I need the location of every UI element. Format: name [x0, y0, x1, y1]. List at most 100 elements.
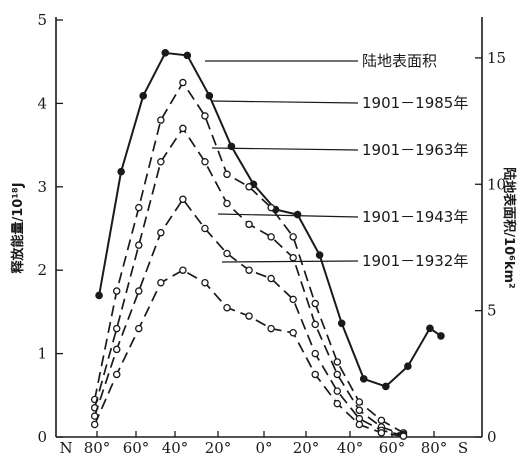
- data-point: [289, 295, 297, 304]
- data-point: [311, 370, 319, 379]
- data-point: [179, 195, 187, 204]
- x-tick-label: 60°: [379, 439, 406, 457]
- left-tick-label: 5: [37, 11, 47, 29]
- data-point: [157, 278, 165, 287]
- data-point: [311, 299, 319, 308]
- data-point: [267, 274, 275, 283]
- left-tick-label: 2: [37, 261, 47, 279]
- data-point: [179, 124, 187, 133]
- data-point: [112, 324, 121, 333]
- data-point: [161, 49, 170, 57]
- data-point: [333, 370, 342, 379]
- data-point: [112, 287, 121, 295]
- data-point: [293, 210, 302, 219]
- data-point: [135, 203, 143, 212]
- data-point: [201, 278, 209, 287]
- data-point: [223, 170, 231, 179]
- data-point: [245, 312, 253, 320]
- data-point: [183, 51, 192, 60]
- series-layer: [90, 49, 445, 440]
- x-tick-label: 60°: [123, 439, 150, 457]
- right-tick-label: 10: [487, 175, 506, 193]
- data-point: [135, 241, 143, 249]
- right-tick-label: 0: [487, 428, 497, 446]
- data-point: [437, 332, 445, 340]
- series-leader-line: [217, 213, 359, 218]
- data-point: [333, 387, 342, 395]
- data-point: [333, 358, 342, 366]
- series-line: [93, 80, 404, 434]
- data-point: [139, 92, 147, 100]
- data-point: [245, 183, 253, 191]
- data-point: [117, 167, 125, 176]
- x-tick-label: 80°: [84, 439, 111, 457]
- x-tick-label: 20°: [293, 439, 320, 457]
- left-tick-label: 4: [37, 94, 47, 112]
- left-tick-label: 0: [37, 428, 47, 446]
- x-tick-label: 40°: [337, 439, 364, 457]
- data-point: [267, 203, 275, 212]
- data-point: [245, 220, 253, 229]
- data-point: [382, 382, 390, 391]
- left-tick-label: 1: [37, 345, 47, 363]
- data-point: [201, 112, 209, 120]
- data-point: [90, 420, 99, 429]
- data-point: [355, 398, 364, 406]
- series-label: 1901－1985年: [362, 94, 468, 112]
- data-point: [289, 233, 297, 241]
- series-label: 1901－1943年: [362, 208, 468, 226]
- x-tick-label: 20°: [205, 439, 232, 457]
- data-point: [95, 291, 103, 300]
- axes: [55, 17, 483, 438]
- right-tick-label: 15: [487, 49, 506, 67]
- series-label: 1901－1963年: [362, 141, 468, 159]
- data-point: [333, 399, 342, 408]
- data-point: [179, 78, 187, 87]
- series-leader-line: [221, 260, 359, 263]
- series-label: 1901－1932年: [362, 252, 468, 270]
- data-point: [135, 287, 143, 295]
- series-line: [93, 126, 404, 436]
- right-axis-ticks: 0 5 10 15: [475, 49, 506, 446]
- x-tick-label: N: [59, 439, 72, 457]
- data-point: [205, 92, 214, 100]
- series-leader-line: [211, 147, 359, 151]
- x-tick-label: 40°: [162, 439, 189, 457]
- right-axis-label: 陆地表面积/10⁶km²: [501, 167, 517, 288]
- left-tick-label: 3: [37, 178, 47, 196]
- data-point: [157, 158, 165, 166]
- right-tick-label: 5: [487, 302, 497, 320]
- data-point: [179, 266, 187, 274]
- data-point: [359, 375, 368, 383]
- series-label: 陆地表面积: [362, 52, 437, 70]
- data-point: [311, 320, 319, 329]
- data-point: [112, 345, 121, 354]
- data-point: [245, 266, 253, 274]
- data-point: [377, 429, 386, 437]
- data-point: [267, 233, 275, 241]
- left-axis-label: 释放能量/10¹⁸J: [10, 182, 26, 273]
- data-point: [267, 324, 275, 333]
- data-point: [426, 324, 434, 333]
- data-point: [399, 432, 408, 440]
- data-point: [311, 349, 319, 358]
- data-point: [157, 116, 165, 124]
- data-point: [355, 420, 364, 429]
- data-point: [223, 249, 231, 258]
- data-point: [223, 199, 231, 208]
- x-tick-label: S: [458, 439, 468, 457]
- left-axis-ticks: 0 1 2 3 4 5: [37, 11, 63, 446]
- data-point: [201, 158, 209, 166]
- series-labels: 陆地表面积 1901－1985年 1901－1963年 1901－1943年 1901－…: [205, 52, 468, 270]
- data-point: [201, 224, 209, 233]
- data-point: [112, 370, 121, 379]
- data-point: [135, 324, 143, 333]
- data-point: [337, 319, 346, 328]
- data-point: [289, 328, 297, 337]
- x-axis-tick-labels: N 80° 60° 40° 20° 0° 20° 40° 60° 80° S: [59, 431, 468, 457]
- series-leader-line: [211, 100, 359, 104]
- data-point: [404, 362, 412, 371]
- x-tick-label: 0°: [255, 439, 272, 457]
- data-point: [157, 228, 165, 237]
